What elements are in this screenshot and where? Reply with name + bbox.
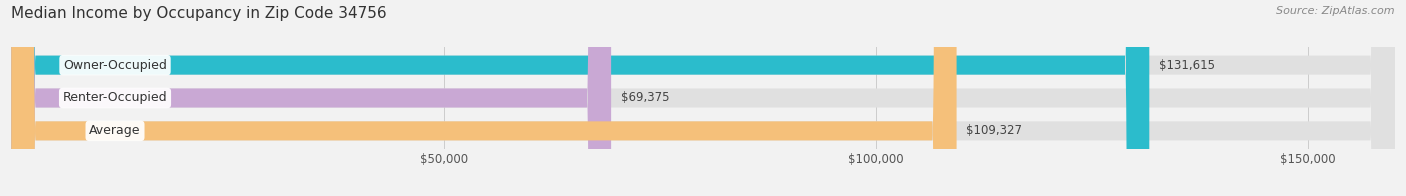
Text: $109,327: $109,327 xyxy=(966,124,1022,137)
FancyBboxPatch shape xyxy=(11,0,612,196)
FancyBboxPatch shape xyxy=(11,0,1395,196)
Text: Source: ZipAtlas.com: Source: ZipAtlas.com xyxy=(1277,6,1395,16)
Text: Median Income by Occupancy in Zip Code 34756: Median Income by Occupancy in Zip Code 3… xyxy=(11,6,387,21)
Text: Renter-Occupied: Renter-Occupied xyxy=(63,92,167,104)
Text: Owner-Occupied: Owner-Occupied xyxy=(63,59,167,72)
Text: $69,375: $69,375 xyxy=(621,92,669,104)
FancyBboxPatch shape xyxy=(11,0,1395,196)
Text: Average: Average xyxy=(89,124,141,137)
FancyBboxPatch shape xyxy=(11,0,956,196)
FancyBboxPatch shape xyxy=(11,0,1149,196)
Text: $131,615: $131,615 xyxy=(1159,59,1215,72)
FancyBboxPatch shape xyxy=(11,0,1395,196)
